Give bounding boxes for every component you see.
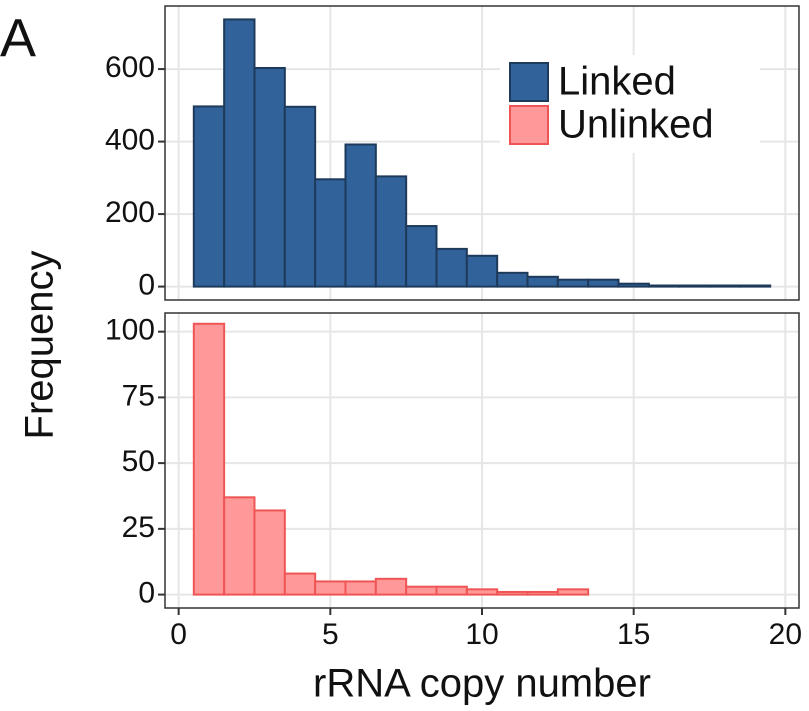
bar bbox=[435, 247, 468, 288]
y-tick-label: 100 bbox=[105, 314, 155, 347]
bar bbox=[405, 225, 438, 288]
bar bbox=[617, 282, 650, 288]
x-axis-label: rRNA copy number bbox=[313, 662, 651, 706]
bar bbox=[344, 143, 377, 288]
y-tick-label: 0 bbox=[138, 269, 155, 302]
y-axis-label: Frequency bbox=[18, 251, 62, 440]
bar bbox=[647, 284, 681, 288]
bar bbox=[526, 590, 559, 596]
bar bbox=[738, 284, 772, 288]
bar bbox=[192, 105, 226, 288]
x-tick-label: 20 bbox=[769, 618, 802, 651]
y-tick-label: 200 bbox=[105, 196, 155, 229]
bar bbox=[465, 254, 499, 288]
bar bbox=[253, 509, 286, 596]
bar bbox=[708, 284, 741, 288]
bar bbox=[314, 580, 347, 596]
bar bbox=[314, 178, 347, 288]
legend-label: Linked bbox=[558, 60, 676, 104]
y-tick-label: 400 bbox=[105, 124, 155, 157]
x-tick-label: 5 bbox=[322, 618, 339, 651]
y-tick-label: 50 bbox=[122, 445, 155, 478]
bar bbox=[556, 588, 590, 596]
panel-label: A bbox=[0, 8, 36, 68]
bar bbox=[435, 585, 468, 596]
legend-key bbox=[509, 62, 549, 102]
panel-border bbox=[164, 5, 800, 301]
y-tick-label: 0 bbox=[138, 577, 155, 610]
legend-key bbox=[509, 105, 549, 145]
y-tick-label: 600 bbox=[105, 51, 155, 84]
x-tick-label: 0 bbox=[170, 618, 187, 651]
bar bbox=[405, 585, 438, 596]
bar bbox=[465, 588, 499, 596]
x-tick-label: 15 bbox=[617, 618, 650, 651]
y-tick-label: 75 bbox=[122, 379, 155, 412]
bar bbox=[283, 572, 317, 596]
bar bbox=[556, 278, 590, 288]
bar bbox=[496, 590, 529, 596]
legend-label: Unlinked bbox=[558, 103, 714, 147]
bar bbox=[223, 18, 256, 288]
bar bbox=[192, 322, 226, 596]
bar bbox=[223, 496, 256, 596]
bar bbox=[374, 175, 408, 288]
bar bbox=[678, 284, 711, 288]
bar bbox=[374, 577, 408, 596]
bar bbox=[283, 105, 317, 288]
bar bbox=[587, 278, 620, 288]
x-tick-label: 10 bbox=[465, 618, 498, 651]
y-tick-label: 25 bbox=[122, 511, 155, 544]
bar bbox=[526, 275, 559, 288]
bar bbox=[253, 66, 286, 288]
bar bbox=[496, 271, 529, 288]
bar bbox=[344, 580, 377, 596]
